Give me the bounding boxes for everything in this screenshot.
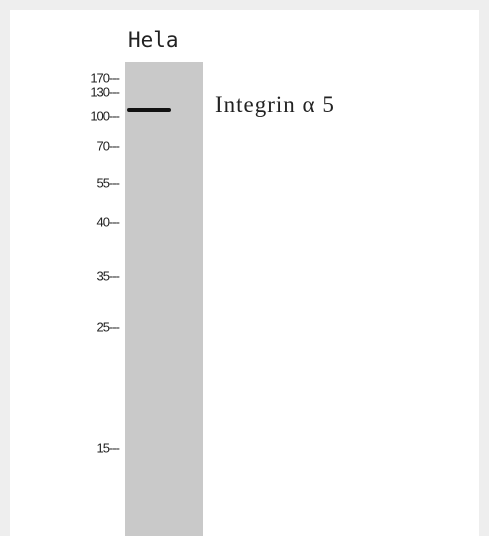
marker-label: 25--- — [97, 320, 119, 335]
lane-label: Hela — [128, 28, 179, 52]
marker-label: 55--- — [97, 176, 119, 191]
marker-label: 40--- — [97, 215, 119, 230]
marker-label: 15--- — [97, 441, 119, 456]
band — [127, 108, 171, 112]
lane — [125, 62, 203, 536]
marker-label: 130--- — [90, 85, 119, 100]
page: Hela Integrin α 5 170--- 130--- 100--- 7… — [0, 0, 489, 536]
blot-panel: Hela Integrin α 5 170--- 130--- 100--- 7… — [10, 10, 479, 536]
marker-label: 70--- — [97, 139, 119, 154]
band-label: Integrin α 5 — [215, 92, 335, 118]
marker-label: 170--- — [90, 71, 119, 86]
marker-label: 100--- — [90, 109, 119, 124]
marker-label: 35--- — [97, 269, 119, 284]
